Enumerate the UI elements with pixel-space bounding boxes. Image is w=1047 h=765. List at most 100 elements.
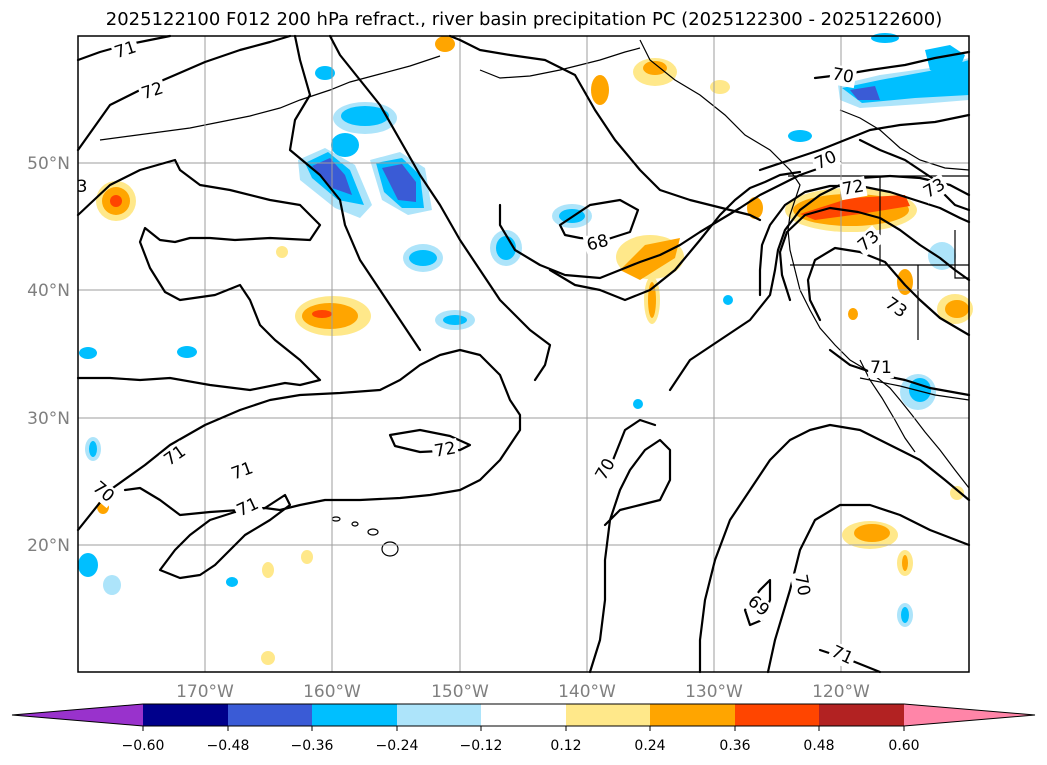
lon-tick-label: 150°W xyxy=(431,682,489,702)
island xyxy=(381,541,399,557)
neg-area xyxy=(341,106,389,126)
colorbar-segment xyxy=(566,704,652,726)
pos-area xyxy=(262,562,274,578)
neg-area xyxy=(871,33,899,43)
colorbar-tick-label: 0.60 xyxy=(888,738,919,754)
colorbar-tick-label: −0.60 xyxy=(122,738,165,754)
contour-line xyxy=(778,206,971,302)
contour-line xyxy=(806,246,971,337)
neg-area xyxy=(177,346,197,358)
neg-area xyxy=(443,315,467,325)
lon-tick-label: 160°W xyxy=(303,682,361,702)
lon-tick-label: 130°W xyxy=(685,682,743,702)
colorbar: −0.60 −0.48 −0.36 −0.24 −0.12 0.12 0.24 … xyxy=(11,703,1036,754)
contour-line xyxy=(743,578,772,627)
pos-area xyxy=(950,486,964,500)
neg-area xyxy=(382,164,416,202)
contour-line xyxy=(158,493,292,580)
contour-line xyxy=(558,198,640,242)
coastlines xyxy=(99,39,970,557)
contour-label-bg xyxy=(158,440,192,472)
negative-anomalies xyxy=(78,33,969,627)
neg-area xyxy=(901,607,909,623)
neg-area xyxy=(315,66,335,80)
pos-area xyxy=(800,195,910,220)
alaska-coast xyxy=(479,47,641,79)
contour-label-bg xyxy=(868,358,894,378)
contour-line xyxy=(758,184,971,297)
contour-line xyxy=(548,170,802,302)
map-frame xyxy=(77,35,970,673)
colorbar-tick-label: −0.12 xyxy=(460,738,503,754)
contour-label: 3 xyxy=(77,177,88,197)
pos-area xyxy=(643,61,667,75)
pos-area xyxy=(747,197,763,219)
lat-tick-label: 30°N xyxy=(27,409,70,429)
colorbar-segment xyxy=(228,704,314,726)
contour-label-bg xyxy=(810,145,842,175)
pos-area xyxy=(945,300,969,318)
colorbar-tick-label: 0.24 xyxy=(634,738,665,754)
contour-line xyxy=(448,34,762,222)
island xyxy=(351,521,359,527)
colorbar-segment xyxy=(650,704,736,726)
colorbar-max-extend xyxy=(904,704,1035,726)
lon-tick-label: 170°W xyxy=(176,682,234,702)
latitude-labels: 50°N 40°N 30°N 20°N xyxy=(27,154,70,556)
na-north-coast xyxy=(839,109,970,171)
pos-area xyxy=(312,310,332,318)
contour-label-bg xyxy=(826,640,858,670)
pos-area xyxy=(902,555,908,571)
contour-label-bg xyxy=(828,64,858,89)
neg-area xyxy=(79,347,97,359)
contour-line xyxy=(588,438,672,674)
contour-label-bg xyxy=(918,173,951,204)
lat-tick-label: 20°N xyxy=(27,536,70,556)
colorbar-tick-label: 0.36 xyxy=(719,738,750,754)
neg-area xyxy=(723,295,733,305)
us-mexico-border xyxy=(859,377,970,401)
contour-line xyxy=(766,503,971,674)
contour-line xyxy=(758,113,971,172)
contour-label: 70 xyxy=(790,573,813,598)
contour-label: 72 xyxy=(433,438,458,461)
contour-label-bg xyxy=(582,230,613,257)
north-america-coast xyxy=(639,39,970,489)
colorbar-min-extend xyxy=(12,704,143,726)
map-panel: 71 72 70 68 70 72 73 73 73 71 72 71 71 7… xyxy=(74,33,973,674)
colorbar-tick-label: −0.48 xyxy=(207,738,250,754)
contour-label-bg xyxy=(838,176,868,201)
colorbar-tick-label: −0.36 xyxy=(291,738,334,754)
neg-area xyxy=(928,242,956,270)
figure-title: 2025122100 F012 200 hPa refract., river … xyxy=(106,9,942,30)
contour-label-bg xyxy=(590,453,621,486)
contour-line xyxy=(388,428,472,454)
colorbar-segment xyxy=(397,704,483,726)
neg-area xyxy=(788,130,812,142)
contour-label: 71 xyxy=(870,358,892,378)
pos-area xyxy=(276,246,288,258)
map-background xyxy=(78,36,969,672)
neg-area xyxy=(78,553,98,577)
pos-area xyxy=(848,308,858,320)
neg-area xyxy=(409,250,437,266)
longitude-labels: 170°W 160°W 150°W 140°W 130°W 120°W xyxy=(176,682,870,702)
pos-area xyxy=(261,651,275,665)
colorbar-segment xyxy=(143,704,229,726)
contour-line xyxy=(76,158,322,392)
contour-label-bg xyxy=(232,492,264,522)
contour-label-bg xyxy=(852,225,886,258)
contour-line xyxy=(668,174,971,392)
contour-line xyxy=(76,34,292,152)
neg-area xyxy=(226,577,238,587)
island xyxy=(367,528,379,536)
pos-area xyxy=(591,75,609,105)
pos-area xyxy=(854,524,890,542)
neg-area xyxy=(850,86,880,100)
colorbar-labels: −0.60 −0.48 −0.36 −0.24 −0.12 0.12 0.24 … xyxy=(122,738,920,754)
neg-area xyxy=(89,441,97,457)
pos-area xyxy=(110,195,122,207)
colorbar-segment xyxy=(312,704,398,726)
lon-tick-label: 140°W xyxy=(558,682,616,702)
